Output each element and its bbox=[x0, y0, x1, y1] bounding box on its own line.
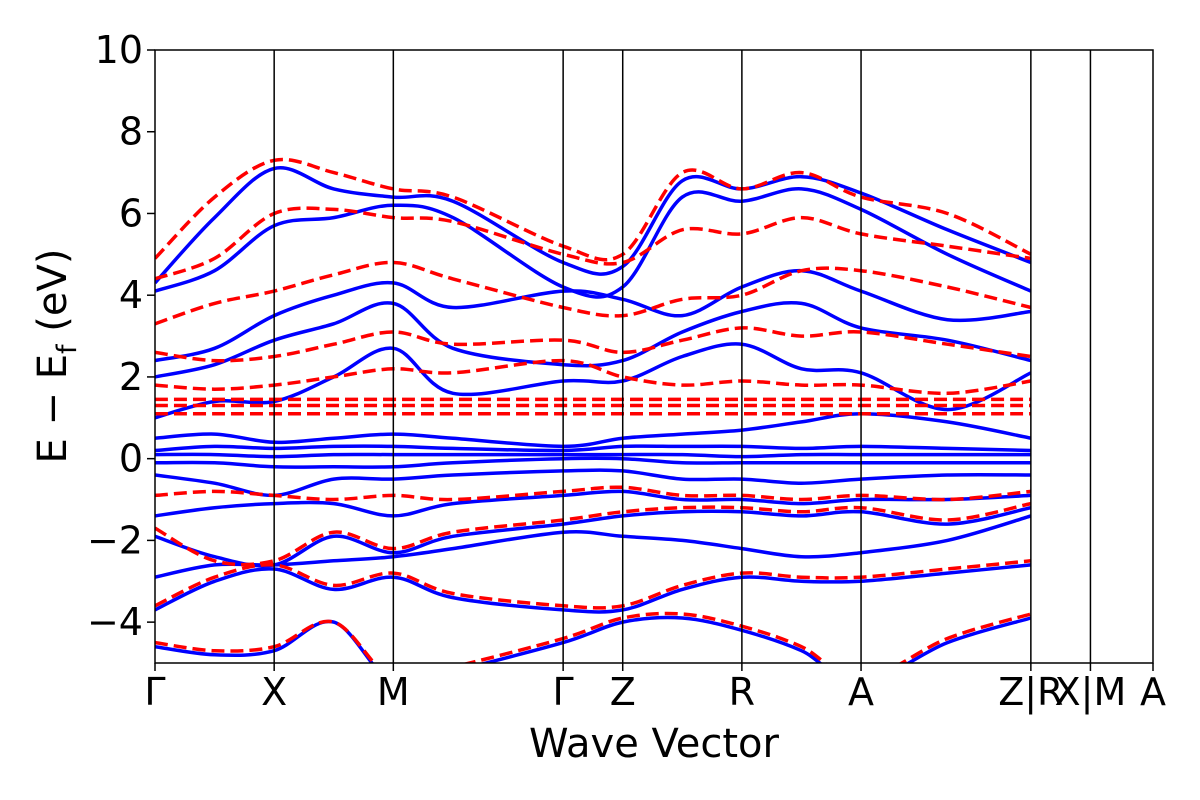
y-tick-label: 10 bbox=[95, 28, 143, 72]
x-tick-label: Z|R bbox=[998, 670, 1063, 715]
y-tick-label: −2 bbox=[87, 518, 143, 562]
band-curve bbox=[155, 615, 1032, 663]
plot-frame bbox=[154, 49, 1154, 664]
y-tick-label: 0 bbox=[119, 437, 143, 481]
x-tick-label: R bbox=[729, 670, 755, 714]
band-curve bbox=[155, 485, 1032, 502]
y-tick-label: 4 bbox=[119, 273, 143, 317]
x-tick-label: M bbox=[377, 670, 410, 714]
band-curve bbox=[155, 456, 1031, 469]
x-tick-label: A bbox=[848, 670, 874, 714]
band-curve bbox=[155, 514, 1032, 579]
y-axis-title-main: E − E bbox=[30, 354, 76, 464]
x-tick-label: A bbox=[1140, 670, 1166, 714]
y-axis-title-subscript: f bbox=[52, 343, 83, 354]
y-tick-label: 8 bbox=[119, 110, 143, 154]
x-tick-label: X bbox=[261, 670, 287, 714]
y-tick-label: −4 bbox=[87, 600, 143, 644]
band-curve bbox=[155, 452, 1031, 459]
x-axis-title: Wave Vector bbox=[529, 721, 780, 767]
band-curve bbox=[155, 611, 1032, 663]
y-axis-title: E − Ef (eV) bbox=[30, 249, 83, 464]
y-tick-label: 2 bbox=[119, 355, 143, 399]
x-tick-label: Γ bbox=[144, 670, 165, 714]
kpoint-lines bbox=[273, 50, 1092, 663]
band-curve bbox=[155, 444, 1031, 453]
band-curve bbox=[155, 326, 1032, 363]
band-curve bbox=[155, 489, 1031, 518]
x-axis-ticks: Γ X M Γ Z R A Z|RX|M A bbox=[144, 663, 1166, 715]
x-tick-label: Γ bbox=[553, 670, 574, 714]
y-axis-ticks: −4 −2 0 2 4 6 8 10 bbox=[87, 28, 155, 644]
x-tick-label: Z bbox=[610, 670, 636, 714]
band-curve bbox=[155, 157, 1032, 262]
x-tick-label: X|M bbox=[1055, 670, 1127, 715]
y-axis-title-unit: (eV) bbox=[30, 249, 76, 345]
plot-area-background bbox=[155, 50, 1153, 663]
y-tick-label: 6 bbox=[119, 191, 143, 235]
band-curve bbox=[155, 468, 1031, 498]
